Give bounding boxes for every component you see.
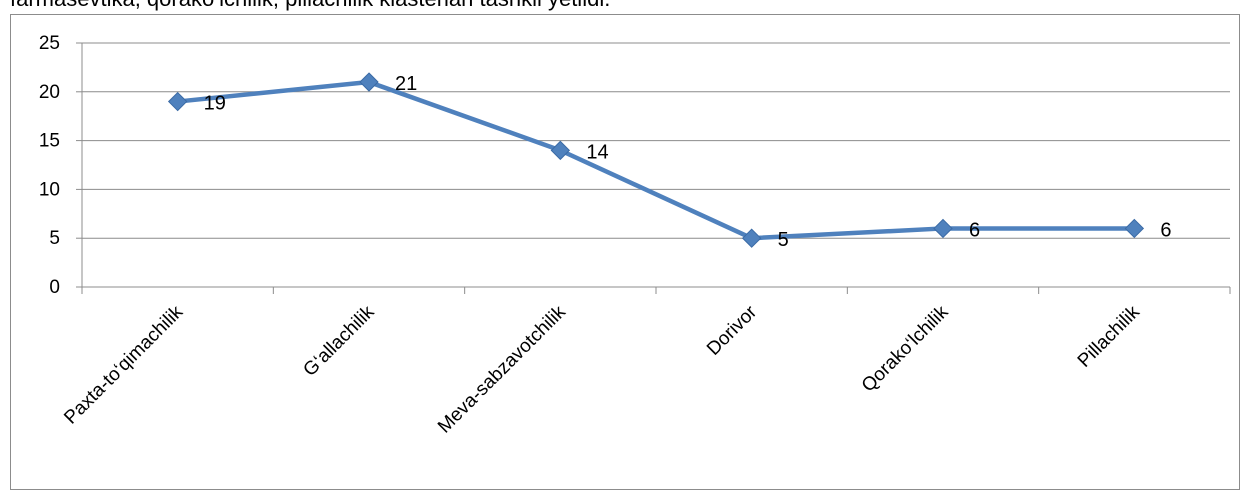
data-point-marker <box>167 91 188 112</box>
data-labels: 19 21 14 5 6 6 <box>204 73 1172 251</box>
x-axis <box>81 43 1231 294</box>
x-category-label: G‘allachilik <box>299 301 378 380</box>
x-category-label: Dorivor <box>703 301 762 360</box>
data-label: 19 <box>204 93 226 115</box>
series-group <box>167 72 1145 248</box>
x-category-label: Pillachilik <box>1074 301 1144 371</box>
data-point-marker <box>741 228 762 248</box>
data-point-marker <box>550 140 571 161</box>
data-label: 5 <box>778 229 789 251</box>
y-tick-label: 5 <box>49 228 60 249</box>
data-label: 6 <box>1160 219 1171 241</box>
data-label: 6 <box>969 219 980 241</box>
x-axis-labels: Paxta-to‘qimachilik G‘allachilik Meva-sabz… <box>60 301 1144 437</box>
y-axis-ticks: 0 5 10 15 20 25 <box>39 33 82 298</box>
x-category-label: Meva-sabzavotchilik <box>434 301 570 437</box>
data-point-marker <box>1124 218 1145 239</box>
cut-off-heading-text: farmasevtika, qorako‘lchilik, pillachili… <box>10 0 610 12</box>
x-category-label: Qorako‘lchilik <box>858 301 953 396</box>
y-tick-label: 25 <box>39 33 60 54</box>
data-point-marker <box>359 72 379 92</box>
series-line <box>175 79 1137 241</box>
data-label: 14 <box>586 141 608 163</box>
data-label: 21 <box>395 73 417 95</box>
y-tick-label: 20 <box>39 82 60 103</box>
y-tick-label: 15 <box>39 131 60 152</box>
x-category-label: Paxta-to‘qimachilik <box>60 301 187 428</box>
y-tick-label: 10 <box>39 179 60 200</box>
chart-frame <box>10 14 1240 490</box>
y-tick-label: 0 <box>49 277 60 298</box>
gridlines <box>82 42 1230 239</box>
data-point-marker <box>933 218 953 239</box>
